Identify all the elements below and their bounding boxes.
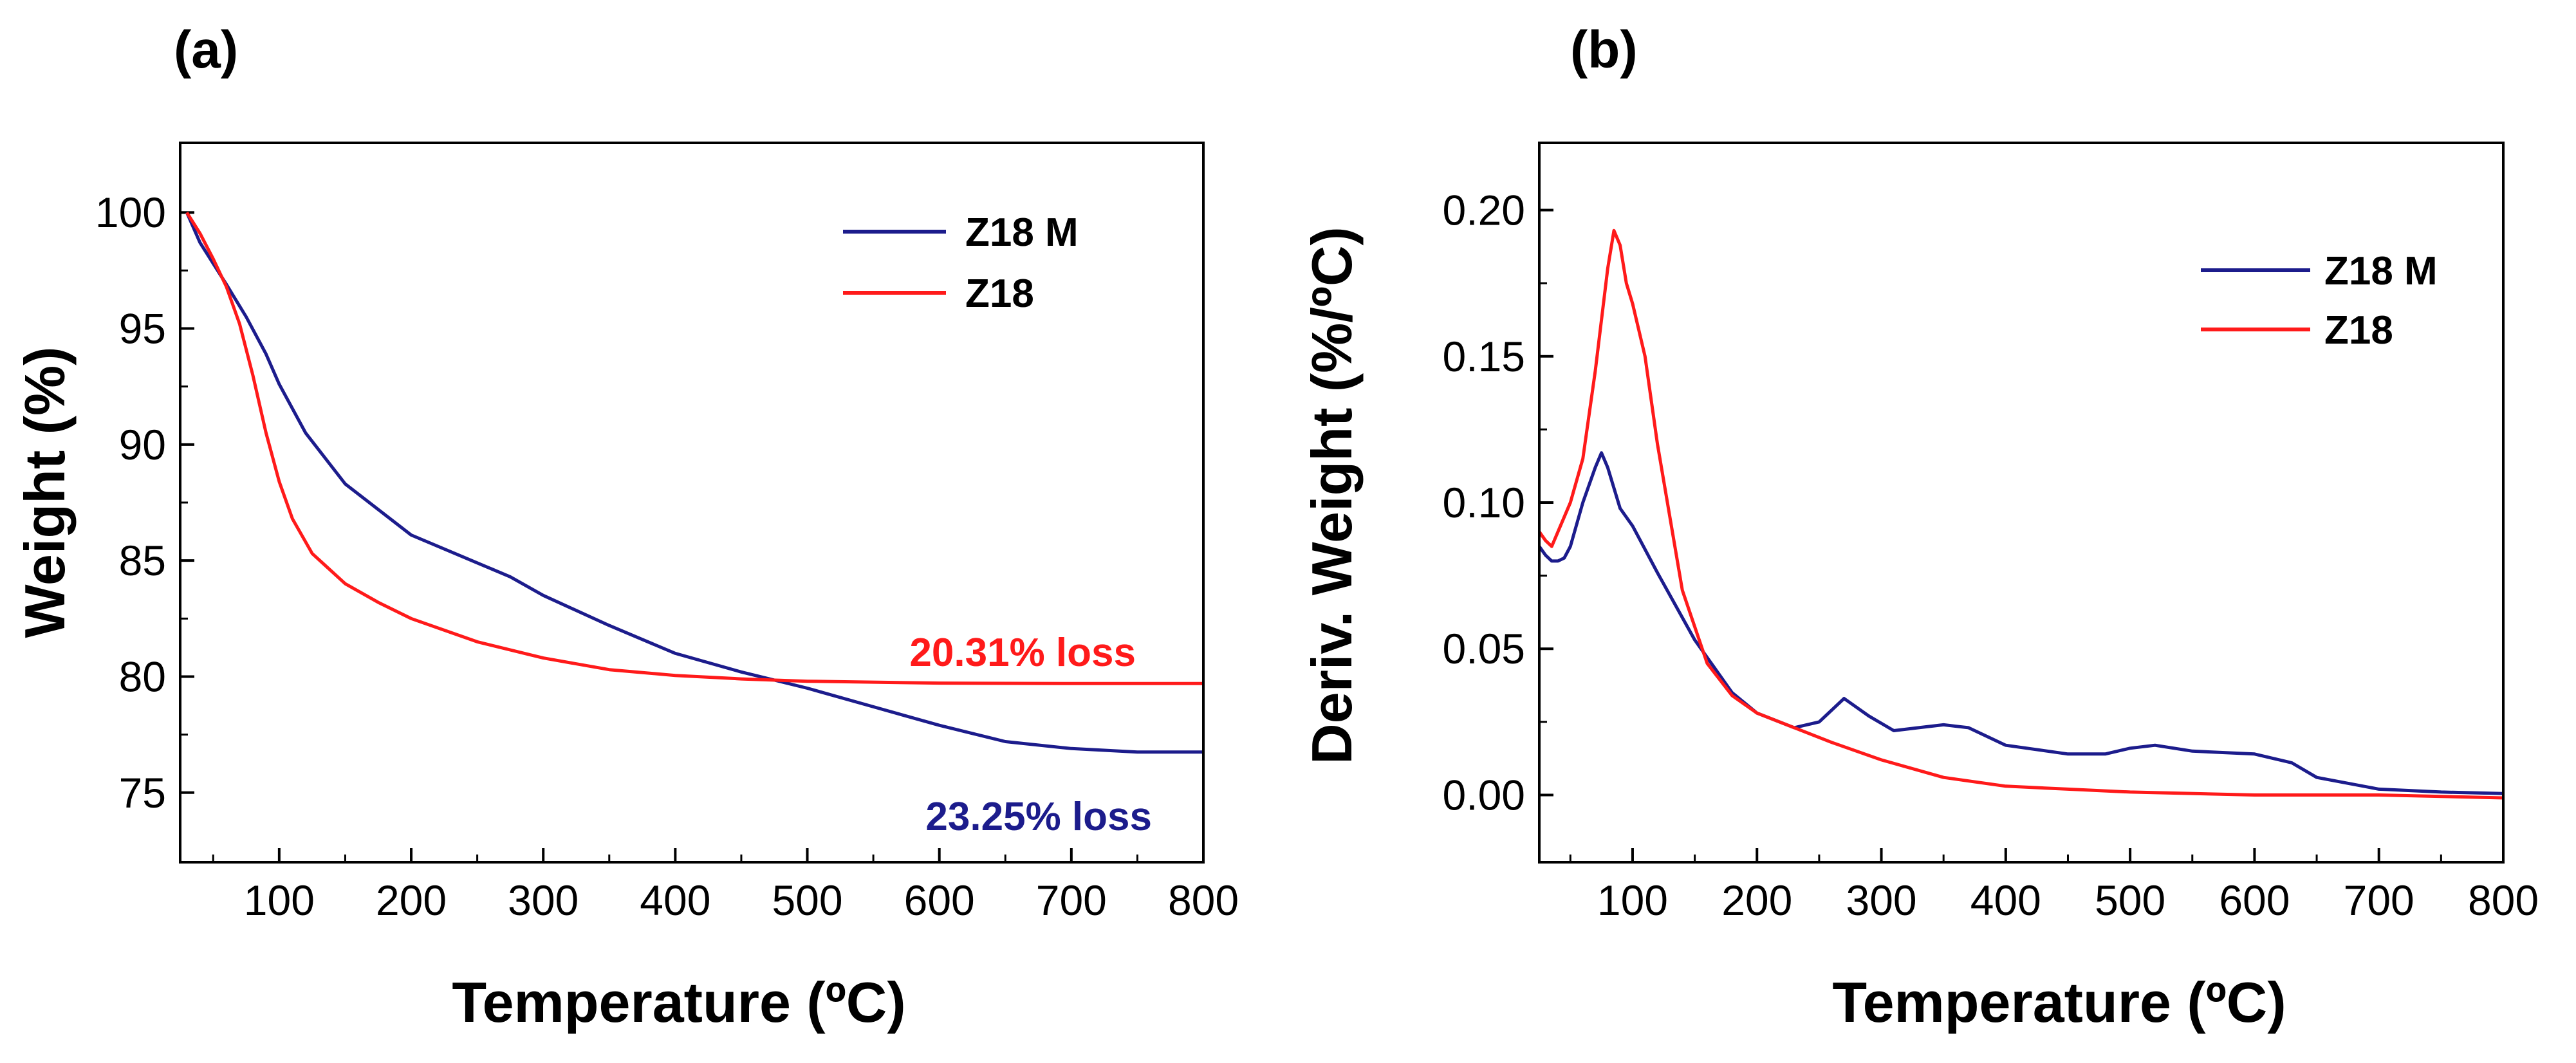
chart-a-series-z18m xyxy=(185,212,1203,754)
chart-a-ytick-label-85: 85 xyxy=(119,537,166,584)
chart-a-annotation-z18m-loss: 23.25% loss xyxy=(925,795,1152,839)
chart-a-series xyxy=(185,211,1203,754)
chart-b-frame xyxy=(1538,142,2505,864)
chart-b-xtick-label-500: 500 xyxy=(2095,876,2165,924)
chart-a-ticks: 100 200 300 400 500 600 700 800 75 80 85 90 95 100 xyxy=(95,189,1239,924)
chart-a-xtick-label-200: 200 xyxy=(376,876,447,924)
chart-b-xtick-label-800: 800 xyxy=(2468,876,2539,924)
chart-b-xtick-label-700: 700 xyxy=(2344,876,2414,924)
chart-a-xtick-label-800: 800 xyxy=(1168,876,1239,924)
chart-a-xtick-label-500: 500 xyxy=(772,876,842,924)
chart-a-annotation-z18-loss: 20.31% loss xyxy=(909,631,1136,675)
chart-b-legend-label-z18: Z18 xyxy=(2324,308,2393,353)
chart-b-ytick-label-005: 0.05 xyxy=(1443,625,1525,672)
chart-a-legend-label-z18m: Z18 M xyxy=(965,210,1079,255)
chart-a-xtick-label-400: 400 xyxy=(640,876,710,924)
chart-b-xtick-label-300: 300 xyxy=(1846,876,1916,924)
chart-b-series-z18m xyxy=(1537,451,2504,795)
chart-b-panel-label: (b) xyxy=(1570,21,1638,79)
chart-b-legend: Z18 M Z18 xyxy=(2201,249,2438,353)
chart-b-xtick-label-400: 400 xyxy=(1970,876,2041,924)
chart-b-xtick-label-100: 100 xyxy=(1597,876,1668,924)
chart-a-ytick-label-90: 90 xyxy=(119,421,166,468)
chart-a-xlabel: Temperature (ºC) xyxy=(452,970,905,1034)
chart-a-legend-label-z18: Z18 xyxy=(965,272,1034,316)
chart-b-ytick-label-010: 0.10 xyxy=(1443,479,1525,526)
chart-b-legend-label-z18m: Z18 M xyxy=(2324,249,2438,293)
chart-b-ytick-label-020: 0.20 xyxy=(1443,187,1525,234)
chart-b-ytick-label-015: 0.15 xyxy=(1443,333,1525,380)
chart-a-series-z18 xyxy=(185,211,1203,685)
chart-a-ytick-label-80: 80 xyxy=(119,652,166,700)
chart-b-ylabel: Deriv. Weight (%/ºC) xyxy=(1300,226,1364,764)
chart-a-ytick-label-95: 95 xyxy=(119,305,166,353)
chart-a-panel-label: (a) xyxy=(174,21,238,79)
chart-b-ticks: 100 200 300 400 500 600 700 800 0.00 0.05 0.10 0.15… xyxy=(1443,187,2539,924)
chart-b-xlabel: Temperature (ºC) xyxy=(1832,970,2286,1034)
chart-a-ytick-label-75: 75 xyxy=(119,769,166,817)
chart-b-ytick-label-000: 0.00 xyxy=(1443,771,1525,818)
chart-a: (a) Weight (%) Temperature (ºC) 100 200 30… xyxy=(13,21,1239,1034)
chart-a-ytick-label-100: 100 xyxy=(95,189,166,236)
chart-b-series xyxy=(1537,228,2504,800)
chart-a-xtick-label-100: 100 xyxy=(244,876,315,924)
chart-a-xtick-label-600: 600 xyxy=(904,876,975,924)
chart-a-xtick-label-300: 300 xyxy=(508,876,579,924)
chart-a-frame xyxy=(179,142,1205,864)
chart-a-ylabel: Weight (%) xyxy=(13,347,77,638)
chart-a-legend: Z18 M Z18 xyxy=(843,210,1079,316)
chart-b-xtick-label-600: 600 xyxy=(2219,876,2290,924)
chart-b-series-z18 xyxy=(1537,228,2504,800)
chart-b-xtick-label-200: 200 xyxy=(1721,876,1792,924)
chart-b: (b) Deriv. Weight (%/ºC) Temperature (ºC… xyxy=(1300,21,2539,1034)
chart-a-xtick-label-700: 700 xyxy=(1036,876,1107,924)
